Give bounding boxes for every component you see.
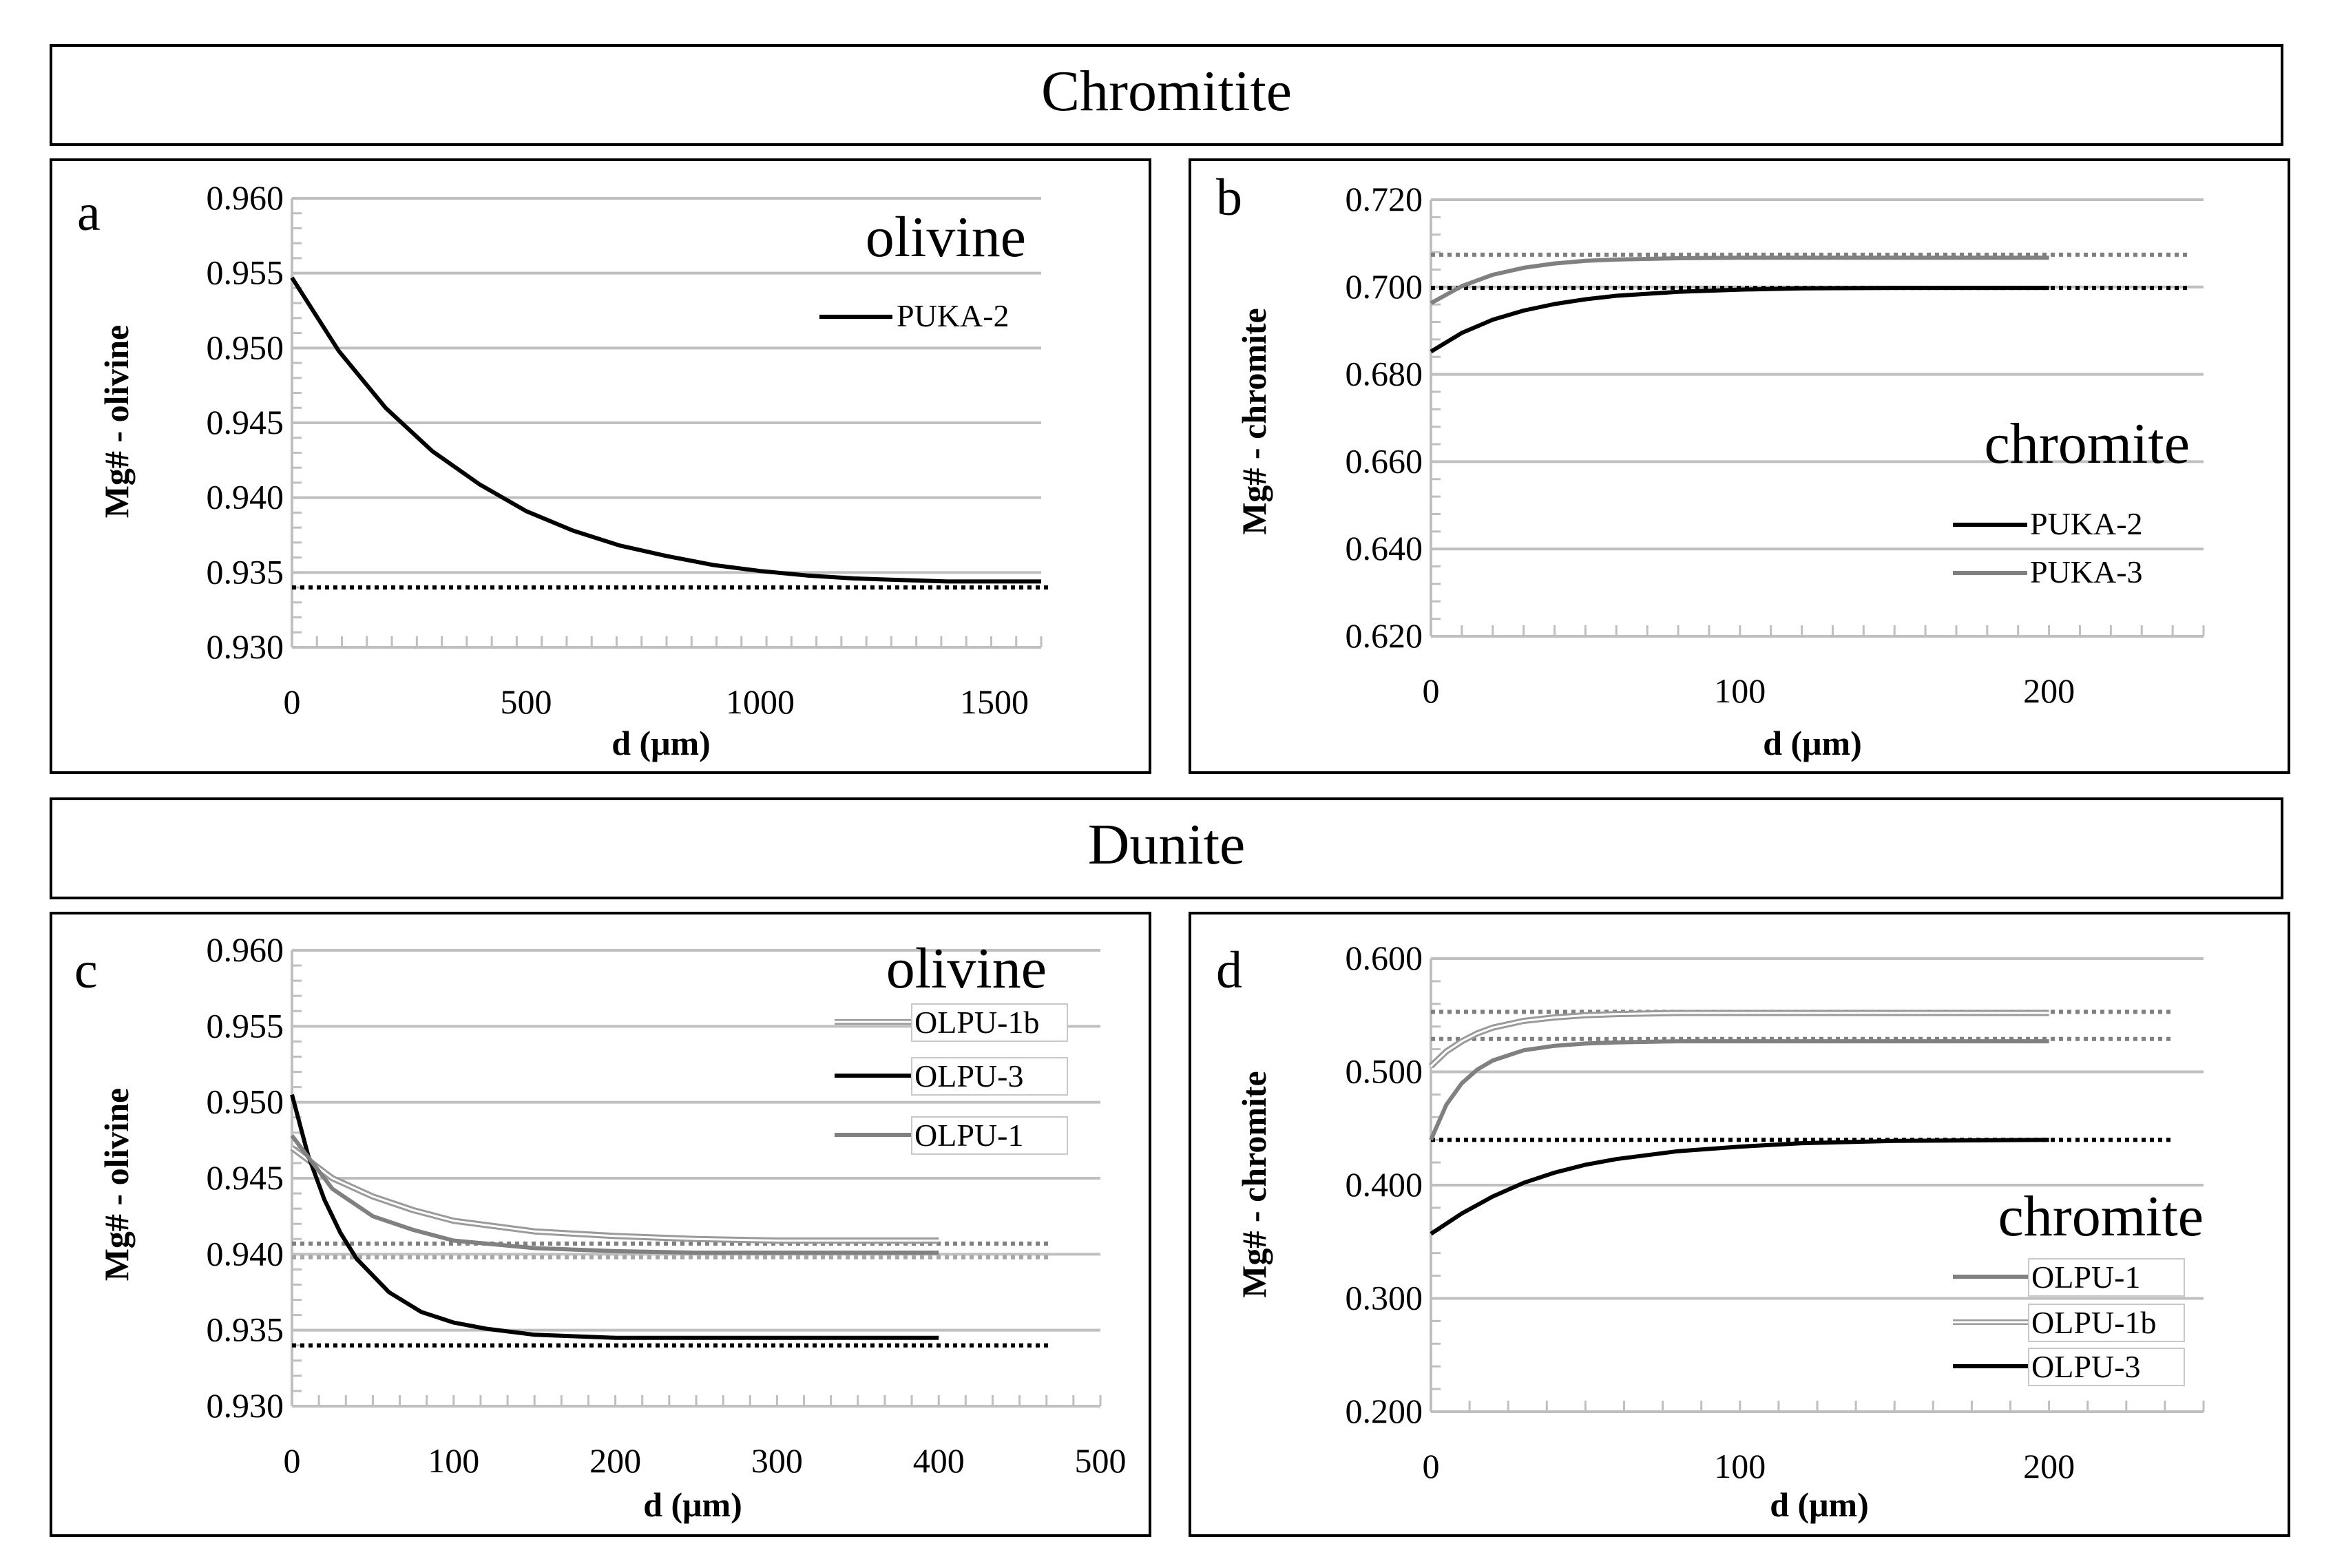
- y-axis-title-c: Mg# - olivine: [97, 1088, 136, 1282]
- chart-panel-d: d chromite d (μm) Mg# - chromite OLPU-1 …: [1189, 912, 2290, 1537]
- y-tick-label-c-2: 0.940: [207, 1234, 284, 1273]
- y-tick-label-b-4: 0.700: [1346, 267, 1423, 306]
- legend-b: PUKA-2 PUKA-3: [1953, 506, 2143, 589]
- y-tick-label-c-0: 0.930: [207, 1386, 284, 1425]
- x-axis-title-d: d (μm): [1770, 1485, 1869, 1524]
- y-tick-label-c-4: 0.950: [207, 1083, 284, 1121]
- y-tick-label-b-2: 0.660: [1346, 441, 1423, 480]
- y-tick-label-a-6: 0.960: [207, 178, 284, 217]
- x-tick-label-c-3: 300: [751, 1441, 803, 1480]
- chart-panel-c: c olivine d (μm) Mg# - olivine OLPU-1b O…: [50, 912, 1151, 1537]
- x-tick-label-a-0: 0: [284, 682, 301, 721]
- series-line-c-olpu-1: [290, 1134, 939, 1255]
- x-axis-title-b: d (μm): [1763, 724, 1862, 762]
- legend-box-olpu3: [2028, 1348, 2185, 1386]
- series-line-d-olpu-1: [1429, 1039, 2049, 1141]
- legend-box-olpu1b: [2028, 1304, 2185, 1342]
- x-tick-label-d-0: 0: [1423, 1447, 1440, 1485]
- legend-box-olpu1: [911, 1116, 1068, 1155]
- y-tick-label-a-4: 0.950: [207, 328, 284, 366]
- y-tick-label-d-4: 0.600: [1346, 939, 1423, 977]
- y-tick-label-b-1: 0.640: [1346, 529, 1423, 567]
- x-tick-label-a-2: 1000: [726, 682, 795, 721]
- y-tick-label-a-2: 0.940: [207, 478, 284, 516]
- x-tick-label-c-1: 100: [428, 1441, 479, 1480]
- mineral-label-a: olivine: [866, 205, 1026, 269]
- legend-label-olpu1: OLPU-1: [2031, 1259, 2140, 1295]
- section-title-dunite: Dunite: [1088, 813, 1246, 877]
- legend-box-olpu3: [911, 1057, 1068, 1096]
- x-tick-label-c-5: 500: [1075, 1441, 1127, 1480]
- y-tick-label-d-1: 0.300: [1346, 1279, 1423, 1317]
- x-tick-label-a-3: 1500: [960, 682, 1029, 721]
- y-tick-label-a-5: 0.955: [207, 253, 284, 292]
- y-tick-label-a-0: 0.930: [207, 627, 284, 666]
- x-tick-label-c-0: 0: [284, 1441, 301, 1480]
- y-tick-label-d-0: 0.200: [1346, 1392, 1423, 1430]
- chart-panel-a: a olivine d (μm) Mg# - olivine PUKA-2 0.…: [50, 158, 1151, 774]
- x-axis-title-c: d (μm): [643, 1485, 742, 1524]
- legend-label-olpu1: OLPU-1: [914, 1118, 1023, 1153]
- mineral-label-c: olivine: [886, 937, 1047, 1001]
- chart-panel-b: b chromite d (μm) Mg# - chromite PUKA-2 …: [1189, 158, 2290, 774]
- y-axis-title-a: Mg# - olivine: [97, 325, 136, 519]
- x-tick-label-b-0: 0: [1423, 671, 1440, 710]
- legend-box-olpu1b: [911, 1003, 1068, 1042]
- section-header-dunite: Dunite: [50, 797, 2283, 899]
- y-tick-label-c-6: 0.960: [207, 930, 284, 969]
- legend-label-olpu1b: OLPU-1b: [914, 1005, 1039, 1040]
- y-tick-label-a-3: 0.945: [207, 403, 284, 441]
- y-tick-label-b-5: 0.720: [1346, 180, 1423, 218]
- legend-a: PUKA-2: [819, 298, 1009, 333]
- panel-letter-b: b: [1216, 169, 1242, 227]
- legend-label-olpu3: OLPU-3: [914, 1058, 1023, 1094]
- panel-letter-a: a: [77, 184, 101, 242]
- y-tick-label-a-1: 0.935: [207, 552, 284, 591]
- x-tick-label-d-1: 100: [1714, 1447, 1766, 1485]
- x-tick-label-c-2: 200: [589, 1441, 641, 1480]
- y-tick-label-c-3: 0.945: [207, 1158, 284, 1197]
- series-line-c-olpu-3: [290, 1094, 939, 1340]
- section-title-chromitite: Chromitite: [1041, 59, 1292, 123]
- x-tick-label-c-4: 400: [913, 1441, 965, 1480]
- legend-label-puka2: PUKA-2: [2030, 506, 2143, 541]
- y-axis-title-d: Mg# - chromite: [1235, 1071, 1273, 1298]
- section-header-chromitite: Chromitite: [50, 44, 2283, 146]
- series-line-b-puka-2: [1430, 286, 2049, 354]
- legend-box-olpu1: [2028, 1258, 2185, 1297]
- legend-label-puka2: PUKA-2: [897, 298, 1009, 333]
- x-tick-label-d-2: 200: [2023, 1447, 2075, 1485]
- y-axis-title-b: Mg# - chromite: [1235, 308, 1273, 535]
- series-line-b-puka-3: [1430, 255, 2049, 305]
- mineral-label-d: chromite: [1998, 1184, 2204, 1248]
- y-tick-label-c-5: 0.955: [207, 1006, 284, 1045]
- y-tick-label-d-3: 0.500: [1346, 1052, 1423, 1091]
- x-axis-title-a: d (μm): [611, 724, 711, 762]
- series-line-a-puka-2: [290, 276, 1041, 584]
- y-tick-label-d-2: 0.400: [1346, 1165, 1423, 1204]
- series-line-d-olpu-1b-inner: [1430, 1012, 2049, 1067]
- mineral-label-b: chromite: [1984, 412, 2190, 476]
- y-tick-label-b-3: 0.680: [1346, 355, 1423, 393]
- x-tick-label-a-1: 500: [501, 682, 552, 721]
- series-line-c-olpu-1b-inner: [291, 1147, 939, 1242]
- x-tick-label-b-1: 100: [1714, 671, 1766, 710]
- panel-letter-c: c: [74, 941, 98, 999]
- legend-d: OLPU-1 OLPU-1b OLPU-3: [1953, 1258, 2185, 1386]
- legend-label-olpu3: OLPU-3: [2031, 1349, 2140, 1384]
- y-tick-label-b-0: 0.620: [1346, 616, 1423, 655]
- y-tick-label-c-1: 0.935: [207, 1310, 284, 1349]
- x-tick-label-b-2: 200: [2023, 671, 2075, 710]
- legend-label-olpu1b: OLPU-1b: [2031, 1305, 2156, 1340]
- legend-label-puka3: PUKA-3: [2030, 554, 2143, 589]
- series-line-d-olpu-3: [1430, 1138, 2049, 1236]
- legend-c: OLPU-1b OLPU-3 OLPU-1: [835, 1003, 1068, 1155]
- panel-letter-d: d: [1216, 941, 1242, 999]
